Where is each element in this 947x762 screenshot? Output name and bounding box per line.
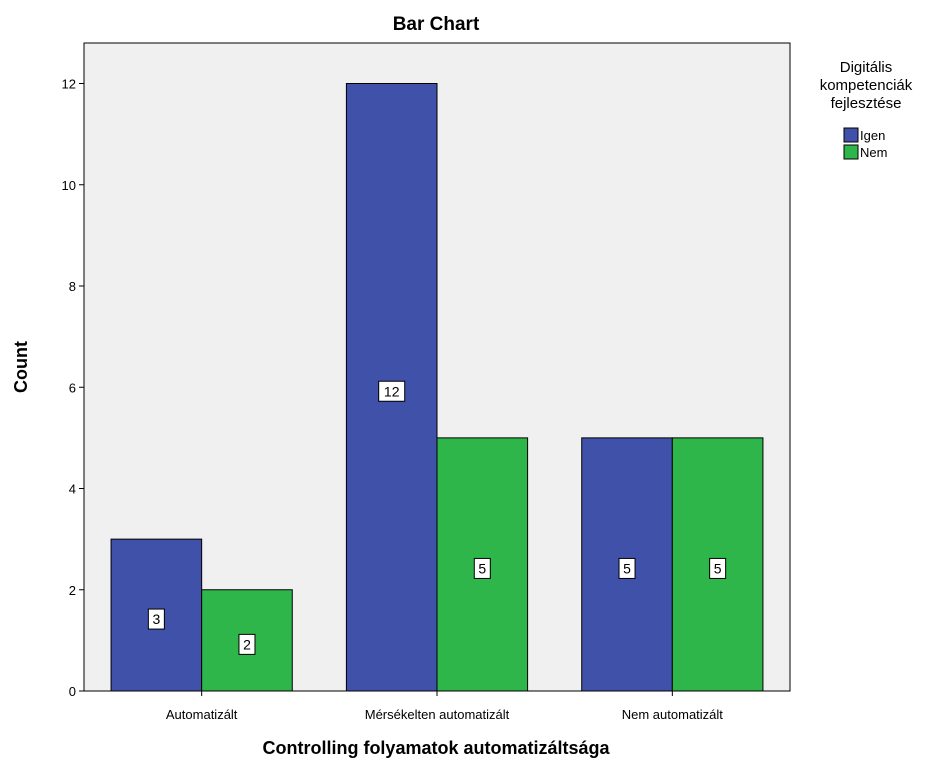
legend-title-line: Digitális — [840, 59, 893, 76]
y-tick-label: 4 — [69, 482, 76, 497]
bars: 3 2 12 5 5 5 — [110, 83, 764, 692]
x-axis: Automatizált Mérsékelten automatizált Nem … — [166, 691, 723, 722]
data-label: 5 — [714, 560, 722, 576]
y-axis: 0 2 4 6 8 10 12 — [62, 77, 84, 699]
chart-title: Bar Chart — [393, 14, 480, 35]
data-label: 12 — [384, 383, 400, 399]
y-tick-label: 2 — [69, 583, 76, 598]
data-label-box — [378, 380, 406, 402]
y-tick-label: 6 — [69, 380, 76, 395]
data-label-box — [473, 557, 491, 579]
data-label: 5 — [623, 560, 631, 576]
legend-label-igen: Igen — [860, 128, 885, 143]
data-label: 3 — [152, 611, 160, 627]
data-label-box — [618, 557, 636, 579]
x-axis-title: Controlling folyamatok automatizáltsága — [262, 738, 610, 758]
data-label-box — [709, 557, 727, 579]
data-label-box — [238, 633, 256, 655]
legend-swatch-nem — [843, 144, 859, 160]
x-tick-label: Mérsékelten automatizált — [365, 707, 510, 722]
y-axis-title: Count — [11, 341, 31, 393]
legend-title-line: kompetenciák — [820, 77, 913, 94]
y-tick-label: 0 — [69, 684, 76, 699]
legend-swatch-igen — [843, 127, 859, 143]
y-tick-label: 12 — [62, 77, 76, 92]
y-tick-label: 10 — [62, 178, 76, 193]
legend-label-nem: Nem — [860, 145, 887, 160]
data-label-box — [147, 608, 165, 630]
x-tick-label: Nem automatizált — [622, 707, 724, 722]
data-label: 2 — [243, 636, 251, 652]
data-label: 5 — [478, 560, 486, 576]
legend-title-line: fejlesztése — [831, 95, 902, 112]
y-tick-label: 8 — [69, 279, 76, 294]
x-tick-label: Automatizált — [166, 707, 238, 722]
